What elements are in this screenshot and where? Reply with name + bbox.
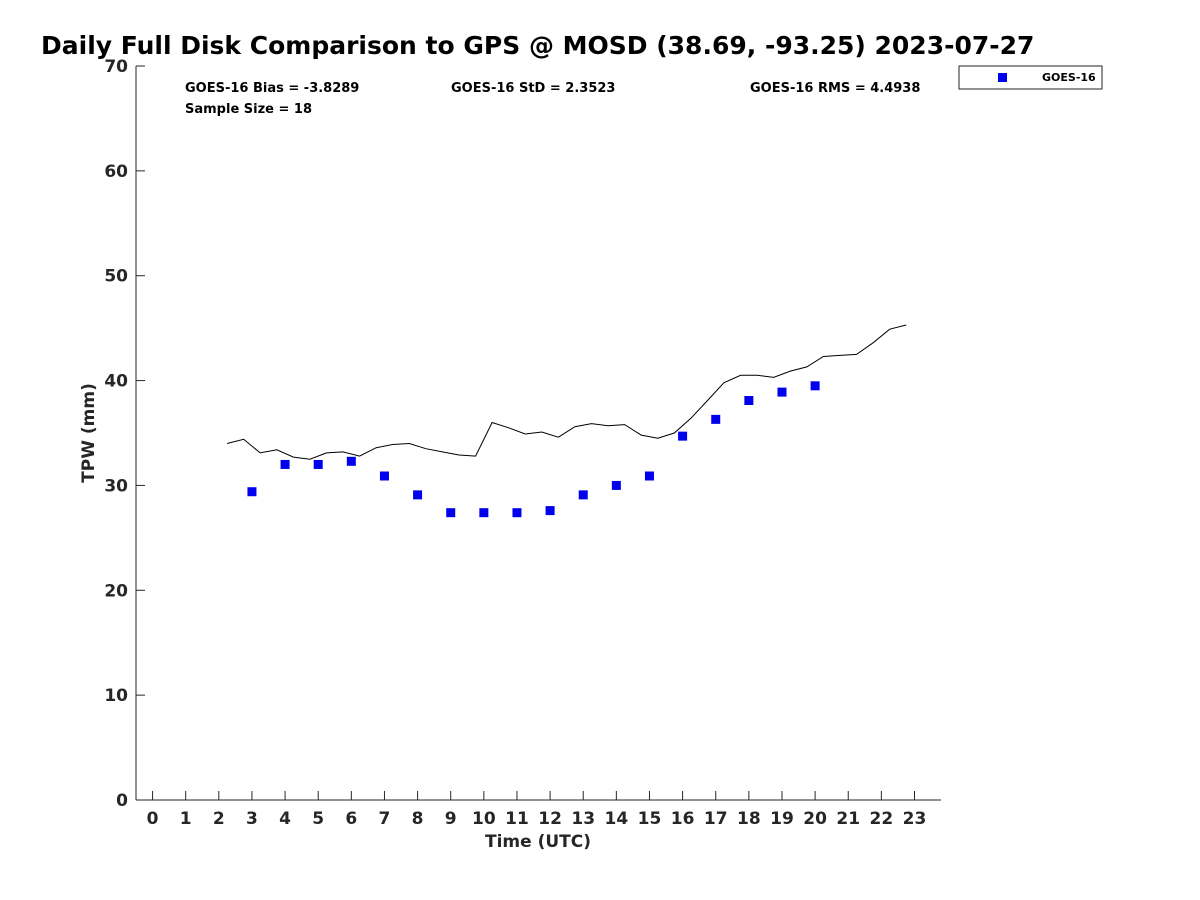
goes16-point — [578, 490, 588, 500]
x-tick-label: 10 — [472, 809, 496, 829]
x-tick-label: 18 — [737, 809, 761, 829]
x-tick-label: 9 — [445, 809, 457, 829]
x-tick-label: 8 — [412, 809, 424, 829]
goes16-point — [479, 508, 489, 518]
x-tick-label: 6 — [345, 809, 357, 829]
goes16-point — [346, 456, 356, 466]
goes16-point — [744, 395, 754, 405]
x-tick-label: 15 — [638, 809, 662, 829]
goes16-point — [379, 471, 389, 481]
goes16-point — [446, 508, 456, 518]
x-tick-label: 1 — [180, 809, 192, 829]
y-tick-label: 0 — [116, 791, 128, 811]
y-tick-label: 60 — [104, 162, 128, 182]
x-tick-label: 16 — [671, 809, 695, 829]
x-tick-label: 13 — [571, 809, 595, 829]
sample-size-stat: Sample Size = 18 — [185, 102, 312, 117]
goes16-point — [611, 480, 621, 490]
y-axis-label: TPW (mm) — [79, 383, 99, 483]
x-tick-label: 0 — [147, 809, 159, 829]
legend-box — [958, 65, 1103, 90]
legend-marker-goes16 — [998, 73, 1007, 82]
x-axis-label: Time (UTC) — [485, 832, 591, 852]
y-tick-label: 70 — [104, 57, 128, 77]
goes16-point — [777, 387, 787, 397]
x-tick-label: 14 — [605, 809, 629, 829]
bias-stat: GOES-16 Bias = -3.8289 — [185, 81, 359, 96]
y-tick-label: 20 — [104, 581, 128, 601]
x-tick-label: 21 — [836, 809, 860, 829]
y-tick-label: 50 — [104, 267, 128, 287]
x-axis-ticks: 0 1 2 3 4 5 6 7 8 9 10 11 12 13 14 15 16 17 18 19 20 21 22 23 — [147, 791, 927, 829]
x-tick-label: 4 — [279, 809, 291, 829]
x-tick-label: 3 — [246, 809, 258, 829]
goes16-point — [413, 490, 423, 500]
goes16-point — [644, 471, 654, 481]
rms-stat: GOES-16 RMS = 4.4938 — [750, 81, 920, 96]
legend-label-goes16: GOES-16 — [1042, 71, 1096, 84]
x-tick-label: 17 — [704, 809, 728, 829]
y-tick-label: 40 — [104, 372, 128, 392]
chart-title: Daily Full Disk Comparison to GPS @ MOSD… — [41, 31, 1034, 60]
y-tick-label: 10 — [104, 686, 128, 706]
goes16-point — [545, 506, 555, 516]
x-tick-label: 20 — [803, 809, 827, 829]
x-tick-label: 22 — [870, 809, 894, 829]
x-tick-label: 23 — [903, 809, 927, 829]
legend: GOES-16 — [958, 65, 1103, 90]
goes16-point — [678, 431, 688, 441]
goes16-point — [810, 381, 820, 391]
x-tick-label: 11 — [505, 809, 529, 829]
goes16-point — [711, 414, 721, 424]
goes16-point — [313, 459, 323, 469]
x-tick-label: 7 — [379, 809, 391, 829]
std-stat: GOES-16 StD = 2.3523 — [451, 81, 615, 96]
goes16-point — [280, 459, 290, 469]
x-tick-label: 5 — [312, 809, 324, 829]
x-tick-label: 12 — [538, 809, 562, 829]
series-layer — [226, 324, 907, 518]
goes16-point — [512, 508, 522, 518]
y-tick-label: 30 — [104, 476, 128, 496]
x-tick-label: 19 — [770, 809, 794, 829]
x-tick-label: 2 — [213, 809, 225, 829]
y-axis-ticks: 0 10 20 30 40 50 60 70 — [104, 57, 145, 811]
goes16-point — [247, 487, 257, 497]
gps-tpw-line — [226, 324, 907, 460]
